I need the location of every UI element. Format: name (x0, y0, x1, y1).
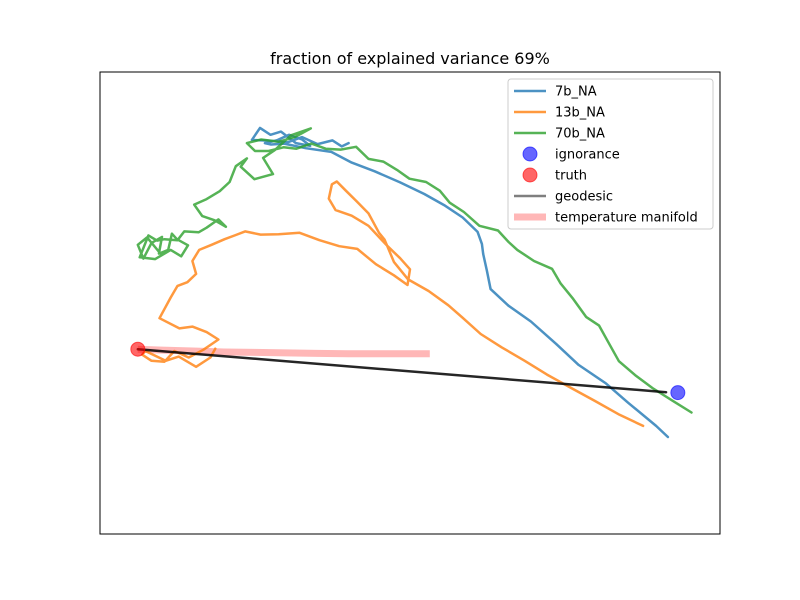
truth-point (130, 341, 146, 357)
legend-box (507, 78, 714, 230)
legend-label-temperature-manifold: temperature manifold (555, 211, 698, 226)
legend: 7b_NA 13b_NA 70b_NA ignorance truth geodesic t… (507, 78, 714, 230)
axes-frame (99, 71, 721, 535)
ignorance-point (670, 385, 686, 401)
legend-label-geodesic: geodesic (555, 190, 613, 205)
series-line-temperature-manifold (137, 345, 430, 358)
legend-label-truth: truth (555, 169, 587, 184)
series-line-geodesic (136, 347, 668, 394)
chart-title: fraction of explained variance 69% (270, 49, 550, 68)
series-line-70b-na (136, 127, 693, 414)
legend-label-70b-na: 70b_NA (555, 127, 605, 142)
marker-layer (130, 341, 686, 401)
series-layer (136, 126, 693, 439)
legend-label-ignorance: ignorance (555, 148, 620, 163)
legend-swatch-truth (522, 167, 538, 183)
legend-label-7b-na: 7b_NA (555, 85, 597, 100)
legend-swatch-ignorance (522, 146, 538, 162)
legend-label-13b-na: 13b_NA (555, 106, 605, 121)
